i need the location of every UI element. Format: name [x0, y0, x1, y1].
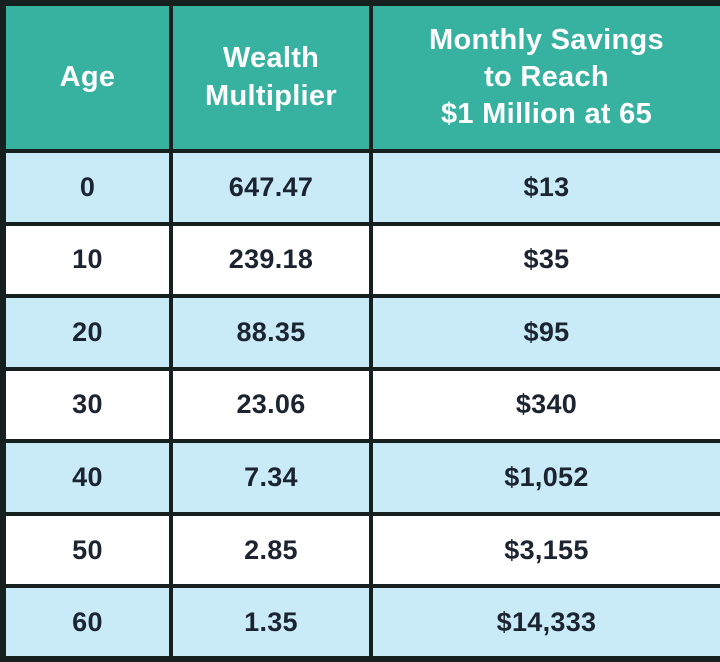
cell-wealth-multiplier: 88.35 — [169, 294, 373, 371]
table-row: 50 2.85 $3,155 — [1, 511, 720, 589]
cell-age: 10 — [1, 221, 173, 299]
header-row: Age Wealth Multiplier Monthly Savings to… — [1, 1, 720, 153]
header-savings-line-1: Monthly Savings — [429, 23, 664, 56]
cell-monthly-savings: $13 — [369, 149, 720, 226]
cell-monthly-savings: $35 — [369, 221, 720, 299]
cell-monthly-savings: $340 — [369, 366, 720, 444]
cell-age: 30 — [1, 366, 173, 444]
table-row: 60 1.35 $14,333 — [1, 584, 720, 661]
cell-monthly-savings: $1,052 — [369, 439, 720, 516]
table-row: 30 23.06 $340 — [1, 366, 720, 444]
cell-age: 40 — [1, 439, 173, 516]
table-header: Age Wealth Multiplier Monthly Savings to… — [1, 1, 720, 153]
cell-monthly-savings: $95 — [369, 294, 720, 371]
cell-age: 60 — [1, 584, 173, 661]
table-row: 40 7.34 $1,052 — [1, 439, 720, 516]
header-wealth-line-1: Wealth — [222, 42, 320, 75]
table-row: 0 647.47 $13 — [1, 149, 720, 226]
table-row: 20 88.35 $95 — [1, 294, 720, 371]
cell-monthly-savings: $3,155 — [369, 511, 720, 589]
header-savings-line-3: $1 Million at 65 — [440, 98, 653, 131]
header-savings-line-2: to Reach — [484, 60, 609, 93]
cell-age: 50 — [1, 511, 173, 589]
cell-wealth-multiplier: 647.47 — [169, 149, 373, 226]
cell-wealth-multiplier: 1.35 — [169, 584, 373, 661]
header-wealth-line-2: Multiplier — [205, 79, 337, 112]
cell-wealth-multiplier: 23.06 — [169, 366, 373, 444]
cell-age: 20 — [1, 294, 173, 371]
header-age: Age — [1, 1, 173, 153]
cell-wealth-multiplier: 2.85 — [169, 511, 373, 589]
cell-wealth-multiplier: 239.18 — [169, 221, 373, 299]
cell-monthly-savings: $14,333 — [369, 584, 720, 661]
cell-age: 0 — [1, 149, 173, 226]
cell-wealth-multiplier: 7.34 — [169, 439, 373, 516]
header-monthly-savings: Monthly Savings to Reach $1 Million at 6… — [369, 1, 720, 153]
table-body: 0 647.47 $13 10 239.18 $35 20 88.35 $95 … — [1, 149, 720, 661]
header-wealth-multiplier: Wealth Multiplier — [169, 1, 373, 153]
table-row: 10 239.18 $35 — [1, 221, 720, 299]
header-age-line: Age — [59, 60, 116, 93]
